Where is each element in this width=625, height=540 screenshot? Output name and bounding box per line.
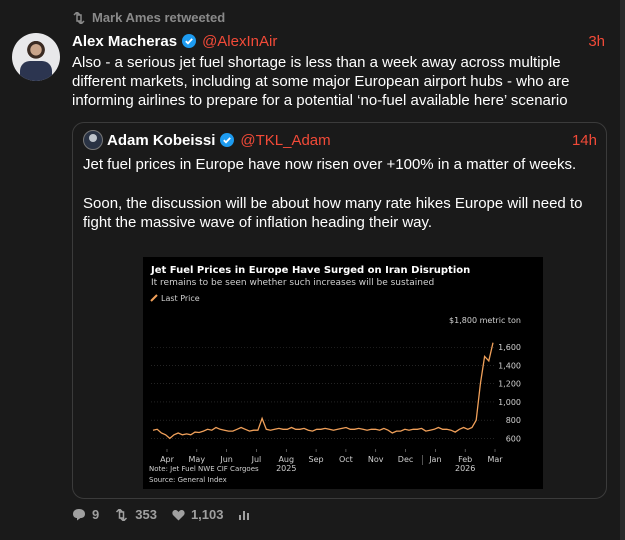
chart-subtitle: It remains to be seen whether such incre… [151, 278, 434, 288]
x-tick-label: May [189, 455, 206, 464]
quote-text: Jet fuel prices in Europe have now risen… [83, 155, 595, 252]
avatar[interactable] [12, 33, 60, 81]
verified-icon [220, 133, 235, 147]
reply-icon [73, 509, 85, 521]
analytics-button[interactable] [238, 509, 250, 521]
y-tick-label: 800 [506, 416, 521, 425]
legend-swatch [150, 294, 158, 302]
chart-note: Note: Jet Fuel NWE CIF Cargoes [149, 465, 259, 473]
author-handle[interactable]: @AlexInAir [202, 32, 278, 50]
x-tick-label: Dec [398, 455, 413, 464]
quote-header: Adam Kobeissi @TKL_Adam 14h [107, 130, 597, 150]
tweet-text: Also - a serious jet fuel shortage is le… [72, 54, 570, 109]
reply-button[interactable]: 9 [72, 507, 99, 522]
x-tick-label: Mar [487, 455, 503, 464]
x-tick-label: Jul [251, 455, 262, 464]
quote-avatar[interactable] [83, 130, 103, 150]
x-tick-label: Nov [368, 455, 384, 464]
retweet-icon [73, 11, 85, 24]
scrollbar[interactable] [620, 0, 625, 540]
x-tick-label: Aug [278, 455, 294, 464]
year-label: 2026 [455, 464, 475, 473]
y-tick-label: 1,200 [498, 380, 521, 389]
retweet-button[interactable]: 353 [114, 507, 157, 522]
verified-icon [182, 34, 197, 48]
retweet-indicator: Mark Ames retweeted [72, 10, 225, 25]
tweet-actions: 9 353 1,103 [72, 507, 256, 522]
y-tick-label: 600 [506, 434, 521, 443]
y-tick-label: 1,000 [498, 398, 521, 407]
y-tick-label: 1,600 [498, 343, 521, 352]
quote-timestamp[interactable]: 14h [571, 131, 597, 149]
y-tick-label: 1,400 [498, 361, 521, 370]
price-chart[interactable]: Jet Fuel Prices in Europe Have Surged on… [143, 257, 543, 489]
retweet-icon [116, 508, 128, 521]
retweet-label: Mark Ames retweeted [92, 10, 226, 25]
price-line [152, 342, 494, 440]
legend-label: Last Price [161, 294, 200, 303]
reply-count: 9 [92, 507, 100, 522]
x-tick-label: Oct [339, 455, 353, 464]
author-name[interactable]: Alex Macheras [72, 32, 178, 50]
like-count: 1,103 [190, 507, 224, 522]
y-unit-label: $1,800 metric ton [449, 316, 521, 325]
x-tick-label: Apr [160, 455, 175, 464]
quote-author-name[interactable]: Adam Kobeissi [107, 131, 216, 149]
quote-paragraph-1: Jet fuel prices in Europe have now risen… [83, 156, 577, 173]
tweet-timestamp[interactable]: 3h [588, 32, 605, 50]
x-tick-label: Feb [458, 455, 472, 464]
x-tick-label: Sep [309, 455, 324, 464]
x-tick-label: Jun [219, 455, 233, 464]
chart-source: Source: General Index [149, 476, 227, 484]
tweet-header: Alex Macheras @AlexInAir 3h [72, 30, 605, 52]
year-label: 2025 [276, 464, 296, 473]
heart-icon [172, 509, 185, 520]
chart-title: Jet Fuel Prices in Europe Have Surged on… [150, 265, 470, 276]
analytics-icon [239, 510, 250, 520]
like-button[interactable]: 1,103 [172, 507, 224, 522]
quote-paragraph-2: Soon, the discussion will be about how m… [83, 195, 583, 231]
retweet-count: 353 [135, 507, 157, 522]
x-tick-label: Jan [428, 455, 441, 464]
quoted-tweet[interactable]: Adam Kobeissi @TKL_Adam 14h Jet fuel pri… [72, 122, 607, 499]
quote-author-handle[interactable]: @TKL_Adam [240, 131, 331, 149]
